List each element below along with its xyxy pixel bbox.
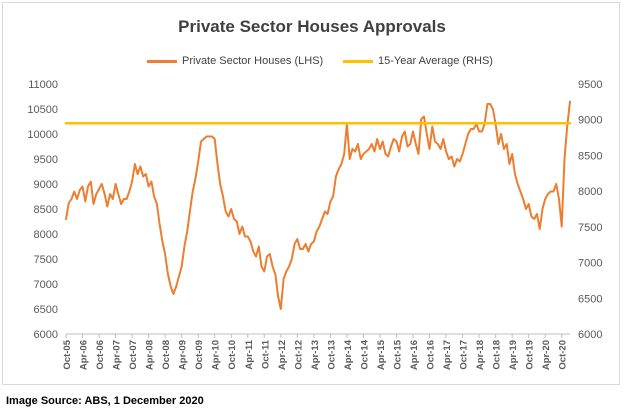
x-tick-label: Oct-16 — [426, 340, 437, 370]
y-left-tick-label: 6000 — [34, 329, 58, 341]
image-source-caption: Image Source: ABS, 1 December 2020 — [6, 395, 204, 407]
x-tick-label: Oct-18 — [492, 340, 503, 370]
chart-legend: Private Sector Houses (LHS) 15-Year Aver… — [3, 53, 621, 69]
x-tick-label: Oct-17 — [459, 340, 470, 370]
x-tick-label: Oct-10 — [227, 340, 238, 370]
x-tick-label: Oct-09 — [194, 340, 205, 370]
x-tick-label: Oct-13 — [326, 340, 337, 370]
y-right-tick-label: 7000 — [578, 258, 602, 270]
x-tick-label: Apr-06 — [79, 340, 90, 370]
y-left-tick-label: 8500 — [34, 204, 58, 216]
legend-label: 15-Year Average (RHS) — [378, 55, 493, 67]
y-right-tick-label: 8000 — [578, 186, 602, 198]
x-tick-label: Apr-12 — [277, 340, 288, 370]
legend-swatch-yellow — [343, 59, 373, 63]
y-right-tick-label: 7500 — [578, 222, 602, 234]
y-left-tick-label: 10500 — [27, 104, 58, 116]
x-tick-label: Apr-10 — [211, 340, 222, 370]
x-tick-label: Apr-07 — [112, 340, 123, 370]
y-left-tick-label: 9000 — [34, 179, 58, 191]
y-left-tick-label: 6500 — [34, 304, 58, 316]
x-tick-label: Oct-06 — [95, 340, 106, 370]
x-tick-label: Apr-17 — [442, 340, 453, 370]
x-tick-label: Apr-20 — [541, 340, 552, 370]
y-left-tick-label: 7500 — [34, 254, 58, 266]
houses-line-series — [65, 100, 571, 310]
x-tick-label: Apr-15 — [376, 339, 387, 370]
x-tick-label: Oct-12 — [293, 340, 304, 370]
x-tick-label: Apr-16 — [409, 340, 420, 370]
x-tick-label: Apr-14 — [343, 339, 354, 370]
y-left-tick-label: 7000 — [34, 279, 58, 291]
x-tick-label: Apr-18 — [475, 340, 486, 370]
chart-title: Private Sector Houses Approvals — [178, 17, 446, 36]
y-left-tick-label: 11000 — [28, 79, 58, 91]
legend-item-15-year-average: 15-Year Average (RHS) — [343, 53, 493, 69]
y-right-tick-label: 6000 — [578, 329, 602, 341]
x-tick-label: Oct-20 — [558, 340, 569, 370]
legend-swatch-orange — [147, 59, 177, 63]
x-tick-label: Oct-19 — [525, 340, 536, 370]
x-tick-label: Oct-15 — [392, 339, 403, 369]
x-tick-label: Apr-11 — [244, 339, 255, 369]
legend-label: Private Sector Houses (LHS) — [182, 55, 324, 67]
y-right-tick-label: 9500 — [578, 79, 602, 91]
x-tick-label: Oct-07 — [128, 340, 139, 370]
y-right-tick-label: 8500 — [578, 150, 602, 162]
x-tick-label: Apr-13 — [310, 340, 321, 370]
x-tick-label: Apr-19 — [508, 340, 519, 370]
x-tick-label: Oct-11 — [260, 339, 271, 369]
x-tick-label: Oct-05 — [62, 339, 73, 369]
y-left-tick-label: 8000 — [34, 229, 58, 241]
y-right-tick-label: 6500 — [578, 293, 602, 305]
x-tick-label: Oct-14 — [359, 339, 370, 369]
x-tick-label: Apr-09 — [178, 340, 189, 370]
y-left-tick-label: 9500 — [34, 154, 58, 166]
y-right-tick-label: 9000 — [578, 115, 602, 127]
x-tick-label: Oct-08 — [161, 340, 172, 370]
y-left-tick-label: 10000 — [27, 129, 58, 141]
legend-item-private-sector-houses: Private Sector Houses (LHS) — [147, 53, 323, 69]
x-tick-label: Apr-08 — [145, 340, 156, 370]
line-chart: 6000 6500 7000 7500 8000 8500 9000 9500 10000 105… — [27, 79, 602, 370]
